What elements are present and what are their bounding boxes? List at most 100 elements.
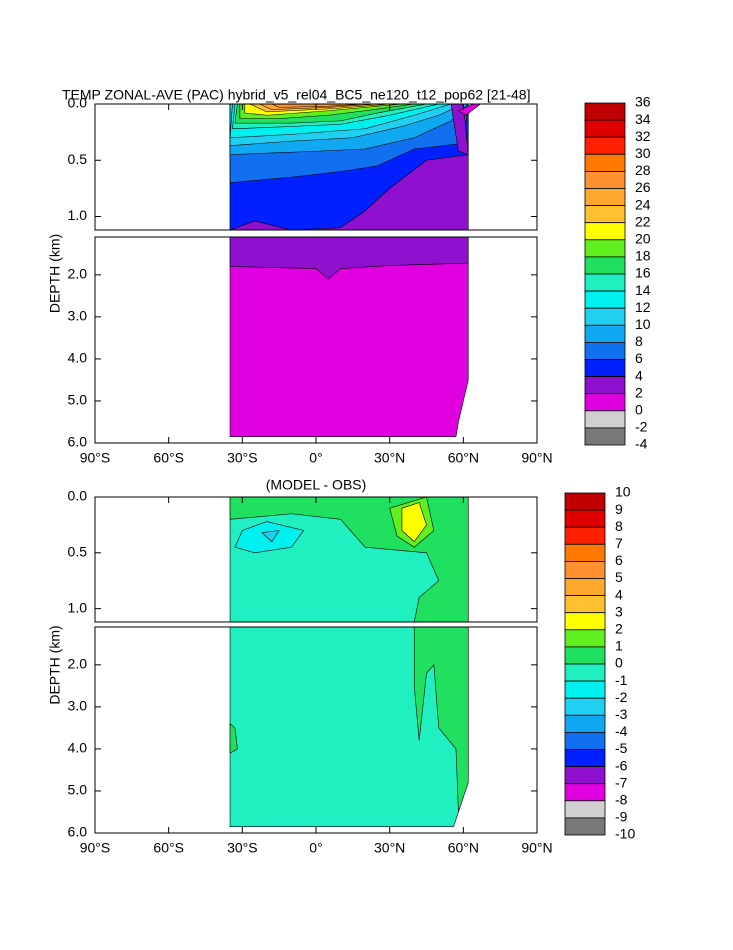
x-tick-label: 30°S bbox=[227, 840, 258, 856]
colorbar-box bbox=[584, 410, 626, 429]
colorbar-label: -5 bbox=[615, 740, 628, 756]
colorbar-label: 30 bbox=[635, 145, 651, 161]
colorbar-label: 2 bbox=[615, 621, 623, 637]
colorbar-box bbox=[584, 102, 626, 121]
x-tick-label: 30°N bbox=[374, 840, 405, 856]
colorbar-box bbox=[564, 680, 606, 699]
colorbar-label: -2 bbox=[615, 689, 628, 705]
y-tick-label: 6.0 bbox=[68, 824, 88, 840]
contour-fill bbox=[457, 104, 482, 116]
colorbar-label: 1 bbox=[615, 638, 623, 654]
colorbar-label: 20 bbox=[635, 231, 651, 247]
y-tick-label: 4.0 bbox=[68, 350, 88, 366]
colorbar-label: 26 bbox=[635, 179, 651, 195]
x-tick-label: 90°N bbox=[521, 840, 552, 856]
contour-fill bbox=[229, 723, 238, 754]
x-tick-label: 60°N bbox=[448, 450, 479, 466]
x-tick-label: 0° bbox=[309, 450, 322, 466]
colorbar-box bbox=[564, 817, 606, 836]
colorbar-label: 7 bbox=[615, 535, 623, 551]
colorbar-label: 28 bbox=[635, 162, 651, 178]
colorbar-label: 36 bbox=[635, 94, 651, 110]
colorbar-label: 6 bbox=[635, 350, 643, 366]
colorbar-box bbox=[564, 749, 606, 768]
colorbar-label: -4 bbox=[615, 723, 628, 739]
x-tick-label: 60°N bbox=[448, 840, 479, 856]
x-tick-label: 30°S bbox=[227, 450, 258, 466]
y-axis-label: DEPTH (km) bbox=[47, 234, 63, 313]
colorbar-label: 2 bbox=[635, 384, 643, 400]
colorbar-box bbox=[584, 324, 626, 343]
colorbar-label: -10 bbox=[615, 826, 635, 842]
y-tick-label: 1.0 bbox=[68, 207, 88, 223]
chart-title: TEMP ZONAL-AVE (PAC) hybrid_v5_rel04_BC5… bbox=[62, 87, 531, 103]
colorbar-label: 4 bbox=[615, 586, 623, 602]
colorbar-label: 3 bbox=[615, 603, 623, 619]
y-tick-label: 5.0 bbox=[68, 392, 88, 408]
colorbar-box bbox=[584, 290, 626, 309]
upper-field bbox=[229, 104, 482, 230]
colorbar-box bbox=[564, 800, 606, 819]
colorbar-box bbox=[564, 543, 606, 562]
colorbar-label: 4 bbox=[635, 367, 643, 383]
colorbar-box bbox=[564, 595, 606, 614]
colorbar-label: 22 bbox=[635, 213, 651, 229]
colorbar-box bbox=[584, 359, 626, 378]
y-tick-label: 0.0 bbox=[68, 488, 88, 504]
colorbar-label: -6 bbox=[615, 757, 628, 773]
colorbar-box bbox=[584, 153, 626, 172]
contour-fill bbox=[450, 104, 469, 156]
contour-fill bbox=[413, 627, 469, 813]
y-axis-label: DEPTH (km) bbox=[47, 625, 63, 704]
colorbar-label: -8 bbox=[615, 792, 628, 808]
colorbar-box bbox=[584, 222, 626, 241]
y-tick-label: 0.0 bbox=[68, 95, 88, 111]
colorbar-label: 10 bbox=[615, 484, 631, 500]
contour-fill bbox=[261, 530, 280, 543]
colorbar-box bbox=[564, 561, 606, 579]
colorbar-box bbox=[584, 427, 626, 446]
panel: 90°S 60°S 30°S 0° 30°N 60°N 90°N 0.0 0.5 1.0 2.0 3.… bbox=[47, 87, 651, 466]
colorbar-box bbox=[584, 205, 626, 224]
y-tick-label: 1.0 bbox=[68, 599, 88, 615]
x-tick-label: 60°S bbox=[153, 450, 184, 466]
x-tick-label: 90°S bbox=[80, 450, 111, 466]
colorbar-label: 8 bbox=[615, 518, 623, 534]
colorbar-box bbox=[564, 646, 606, 665]
colorbar-box bbox=[564, 526, 606, 545]
colorbar-label: -7 bbox=[615, 774, 628, 790]
colorbar-box bbox=[584, 393, 626, 412]
colorbar-box bbox=[584, 239, 626, 258]
colorbar-label: 10 bbox=[635, 316, 651, 332]
colorbar-label: 9 bbox=[615, 501, 623, 517]
colorbar-box bbox=[584, 273, 626, 292]
y-tick-label: 4.0 bbox=[68, 740, 88, 756]
x-tick-label: 30°N bbox=[374, 450, 405, 466]
colorbar-label: 32 bbox=[635, 128, 651, 144]
colorbar-box bbox=[584, 119, 626, 138]
y-tick-label: 2.0 bbox=[68, 656, 88, 672]
y-tick-label: 0.5 bbox=[68, 544, 88, 560]
colorbar-box bbox=[564, 612, 606, 631]
colorbar-label: 0 bbox=[615, 655, 623, 671]
colorbar-box bbox=[584, 256, 626, 275]
y-tick-label: 6.0 bbox=[68, 434, 88, 450]
colorbar-label: 18 bbox=[635, 248, 651, 264]
chart-title: (MODEL - OBS) bbox=[266, 477, 367, 493]
upper-field bbox=[229, 497, 469, 622]
colorbar-label: -4 bbox=[635, 436, 648, 452]
panel: 90°S 60°S 30°S 0° 30°N 60°N 90°N 0.0 0.5 1.0 2.0 3.… bbox=[47, 477, 636, 856]
y-tick-label: 3.0 bbox=[68, 308, 88, 324]
x-tick-label: 90°N bbox=[521, 450, 552, 466]
contour-fill bbox=[229, 237, 469, 280]
colorbar-label: 12 bbox=[635, 299, 651, 315]
contour-fill bbox=[401, 502, 427, 543]
colorbar-box bbox=[584, 376, 626, 395]
colorbar-label: 34 bbox=[635, 111, 651, 127]
colorbar-label: 0 bbox=[635, 402, 643, 418]
colorbar-label: 24 bbox=[635, 196, 651, 212]
colorbar-box bbox=[564, 714, 606, 733]
colorbar-label: 16 bbox=[635, 265, 651, 281]
colorbar-box bbox=[584, 136, 626, 155]
colorbar-label: 14 bbox=[635, 282, 651, 298]
